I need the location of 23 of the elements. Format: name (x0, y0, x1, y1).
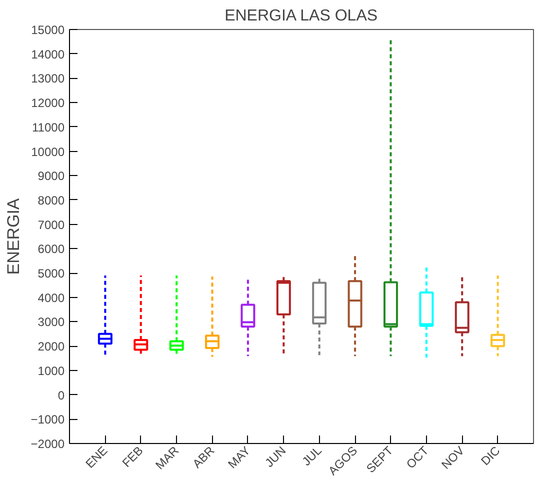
y-tick-label: 11000 (32, 120, 65, 134)
y-axis-title: ENERGIA (4, 198, 23, 275)
x-tick-label: FEB (119, 444, 146, 470)
y-tick-label: 14000 (31, 47, 65, 62)
y-tick-label: 1000 (38, 364, 65, 378)
x-tick-label: JUL (299, 443, 325, 469)
y-tick-label: 10000 (31, 144, 65, 159)
y-tick-label: 8000 (38, 193, 65, 208)
y-tick-label: 0 (58, 388, 65, 402)
y-tick-label: 6000 (38, 242, 65, 256)
y-tick-label: 5000 (38, 266, 65, 281)
y-tick-label: 13000 (31, 72, 65, 86)
y-tick-label: 9000 (38, 169, 65, 184)
y-tick-label: 12000 (31, 96, 65, 110)
chart-title: ENERGIA LAS OLAS (224, 8, 378, 24)
y-tick-label: 2000 (38, 340, 65, 354)
y-tick-label: 4000 (38, 290, 65, 305)
x-tick-label: DIC (478, 443, 503, 468)
y-tick-label: 15000 (31, 23, 65, 37)
y-tick-label: −2000 (30, 437, 65, 451)
y-tick-label: 3000 (38, 315, 65, 330)
y-tick-label: −1000 (30, 412, 65, 427)
y-tick-label: 7000 (38, 218, 65, 232)
